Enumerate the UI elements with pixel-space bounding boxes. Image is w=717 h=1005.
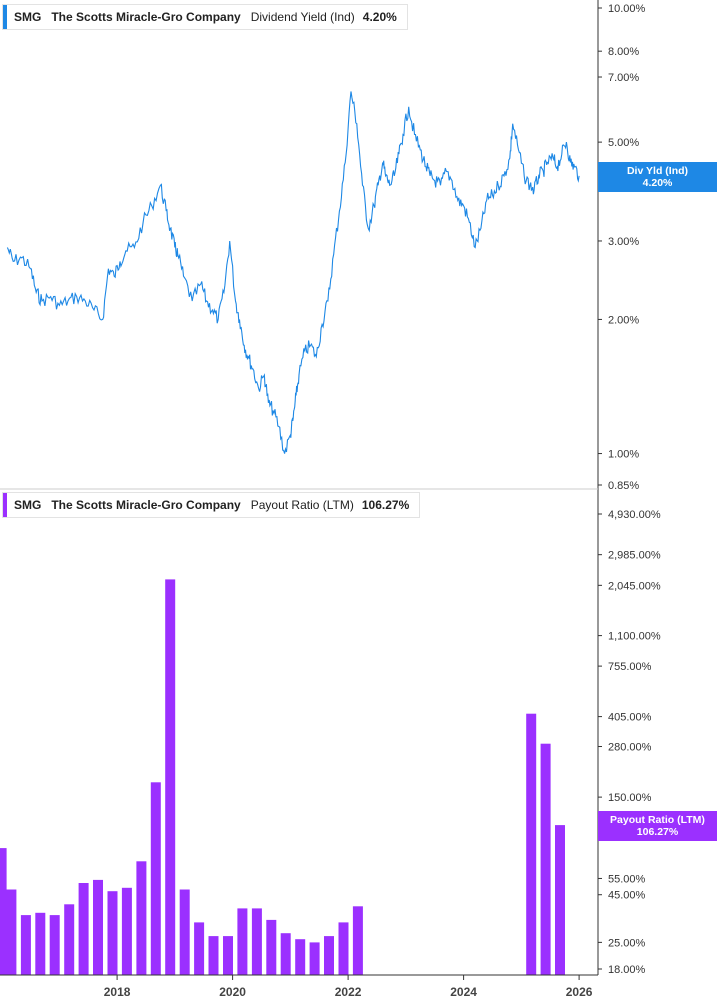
- payout-bar: [540, 743, 551, 975]
- payout-bar: [150, 782, 161, 975]
- y-tick-label: 7.00%: [608, 72, 639, 84]
- payout-bar: [352, 906, 363, 975]
- payout-bar: [78, 883, 89, 975]
- flag-value: 106.27%: [636, 826, 679, 838]
- y-tick-label: 45.00%: [608, 890, 646, 902]
- payout-bar: [6, 889, 17, 975]
- y-tick-label: 3.00%: [608, 236, 639, 248]
- x-tick-label: 2026: [566, 985, 593, 999]
- dividend-yield-line: [6, 91, 580, 454]
- payout-bar: [20, 915, 31, 975]
- y-tick-label: 405.00%: [608, 712, 652, 724]
- y-tick-label: 55.00%: [608, 873, 646, 885]
- y-tick-label: 2,985.00%: [608, 550, 661, 562]
- y-tick-label: 280.00%: [608, 742, 652, 754]
- legend-value: 106.27%: [361, 498, 410, 512]
- dividend-yield-axis: 10.00% 8.00% 7.00% 5.00% 3.00% 2.00% 1.00% 0.85…: [598, 3, 646, 492]
- y-tick-label: 5.00%: [608, 137, 639, 149]
- payout-bar: [64, 904, 75, 975]
- payout-bar: [223, 936, 233, 975]
- dividend-yield-legend: SMG The Scotts Miracle-Gro Company Divid…: [2, 4, 408, 30]
- dividend-yield-plot: [6, 91, 580, 454]
- payout-bar: [338, 922, 349, 975]
- payout-bar: [179, 889, 190, 975]
- payout-bar: [324, 936, 334, 975]
- payout-bar: [194, 922, 205, 975]
- y-tick-label: 10.00%: [608, 3, 646, 15]
- legend-value: 4.20%: [362, 10, 397, 24]
- payout-ratio-plot: [0, 579, 565, 975]
- payout-bar: [165, 579, 176, 975]
- y-tick-label: 150.00%: [608, 792, 652, 804]
- payout-bar: [121, 887, 132, 975]
- payout-ratio-flag: Payout Ratio (LTM) 106.27%: [598, 811, 717, 841]
- y-tick-label: 4,930.00%: [608, 509, 661, 521]
- payout-bar: [35, 912, 46, 975]
- payout-bar: [295, 939, 306, 975]
- legend-company: The Scotts Miracle-Gro Company: [51, 498, 241, 512]
- payout-bar: [526, 713, 537, 975]
- payout-bar: [107, 891, 118, 975]
- payout-bar: [0, 848, 7, 975]
- legend-ticker: SMG: [14, 10, 42, 24]
- payout-bar: [555, 825, 565, 975]
- y-tick-label: 18.00%: [608, 964, 646, 976]
- flag-label: Div Yld (Ind): [626, 165, 689, 177]
- y-tick-label: 1,100.00%: [608, 631, 661, 643]
- x-tick-label: 2020: [219, 985, 246, 999]
- time-axis: 2018 2020 2022 2024 2026: [104, 975, 593, 999]
- payout-bar: [237, 908, 248, 975]
- legend-metric: Payout Ratio (LTM): [250, 498, 354, 512]
- flag-value: 4.20%: [642, 177, 673, 189]
- y-tick-label: 8.00%: [608, 46, 639, 58]
- payout-bar: [208, 936, 219, 975]
- legend-metric: Dividend Yield (Ind): [250, 10, 355, 24]
- dividend-yield-flag: Div Yld (Ind) 4.20%: [598, 162, 717, 192]
- payout-ratio-axis: 4,930.00% 2,985.00% 2,045.00% 1,100.00% 755.…: [598, 509, 661, 976]
- y-tick-label: 2,045.00%: [608, 580, 661, 592]
- legend-company: The Scotts Miracle-Gro Company: [51, 10, 241, 24]
- yield-swatch: [3, 5, 7, 29]
- y-tick-label: 2.00%: [608, 314, 639, 326]
- payout-bar: [309, 942, 320, 975]
- payout-bar: [280, 933, 291, 975]
- y-tick-label: 25.00%: [608, 937, 646, 949]
- x-tick-label: 2018: [104, 985, 131, 999]
- payout-bar: [49, 915, 60, 975]
- payout-bar: [251, 908, 262, 975]
- legend-ticker: SMG: [14, 498, 42, 512]
- x-tick-label: 2024: [450, 985, 477, 999]
- y-tick-label: 0.85%: [608, 480, 639, 492]
- y-tick-label: 755.00%: [608, 661, 652, 673]
- payout-bar: [266, 919, 277, 975]
- payout-swatch: [3, 493, 7, 517]
- x-tick-label: 2022: [335, 985, 362, 999]
- payout-bar: [136, 861, 147, 975]
- y-tick-label: 1.00%: [608, 449, 639, 461]
- flag-label: Payout Ratio (LTM): [610, 814, 705, 826]
- payout-ratio-legend: SMG The Scotts Miracle-Gro Company Payou…: [2, 492, 421, 518]
- payout-bar: [93, 879, 103, 975]
